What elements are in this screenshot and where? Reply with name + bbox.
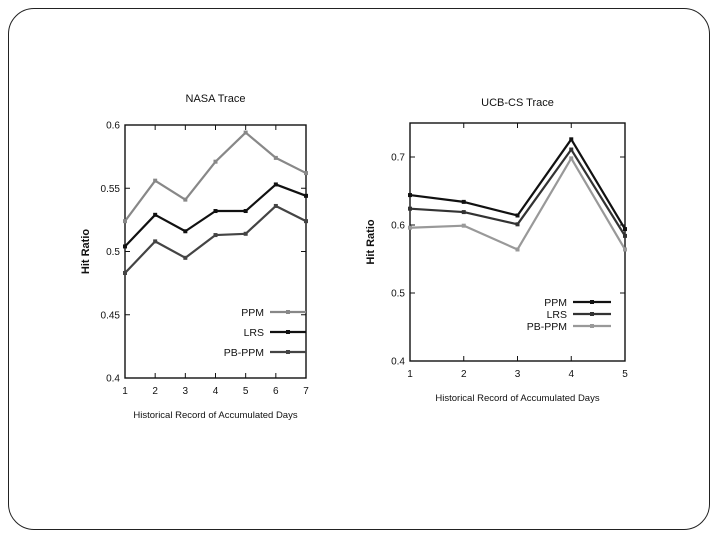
x-tick-label: 5 — [243, 386, 249, 397]
legend-marker — [590, 324, 594, 328]
nasa-trace-chart: NASA Trace 0.4 0.45 0.5 0.55 0.6 1 2 3 4 5 6 7 Histor… — [80, 93, 309, 421]
data-point-ppm — [515, 213, 520, 218]
x-tick-label: 2 — [152, 386, 158, 397]
data-point-pb-ppm — [153, 239, 158, 244]
data-point-ppm — [408, 193, 412, 198]
legend-label: PB-PPM — [224, 347, 264, 359]
data-point-lrs — [515, 222, 520, 227]
data-point-ppm — [213, 159, 218, 164]
data-point-pb-ppm — [623, 247, 627, 252]
y-tick-label: 0.55 — [101, 184, 121, 195]
legend-label: PPM — [241, 307, 264, 319]
y-tick-label: 0.45 — [101, 310, 121, 321]
chart-title: UCB-CS Trace — [481, 97, 554, 109]
data-point-pb-ppm — [273, 203, 278, 208]
y-axis-label: Hit Ratio — [80, 229, 92, 275]
y-tick-label: 0.6 — [106, 121, 120, 132]
legend-marker — [590, 300, 594, 304]
legend-marker — [286, 310, 290, 314]
data-point-ppm — [123, 219, 127, 224]
y-tick-label: 0.5 — [391, 289, 405, 300]
data-point-lrs — [304, 193, 308, 198]
data-point-pb-ppm — [183, 255, 188, 260]
x-tick-label: 4 — [213, 386, 219, 397]
data-point-ppm — [243, 130, 248, 135]
slide-frame — [8, 8, 710, 530]
legend-marker — [286, 330, 290, 334]
data-point-lrs — [569, 147, 574, 152]
y-tick-label: 0.6 — [391, 221, 405, 232]
series-line-lrs — [124, 183, 307, 248]
data-point-pb-ppm — [304, 219, 308, 224]
data-point-lrs — [408, 206, 412, 211]
data-point-pb-ppm — [461, 223, 466, 228]
ucb-cs-trace-chart: UCB-CS Trace 0.4 0.5 0.6 0.7 1 2 3 4 5 Historical … — [365, 97, 628, 404]
data-point-ppm — [183, 197, 188, 202]
data-point-ppm — [623, 227, 627, 232]
x-tick-label: 3 — [515, 369, 521, 380]
data-point-pb-ppm — [408, 225, 412, 230]
data-point-lrs — [183, 229, 188, 234]
x-axis-label: Historical Record of Accumulated Days — [435, 393, 599, 404]
x-tick-label: 4 — [568, 369, 574, 380]
series-line-pb-ppm — [124, 204, 307, 274]
legend-marker — [286, 350, 290, 354]
x-tick-label: 6 — [273, 386, 279, 397]
data-point-ppm — [569, 137, 574, 142]
data-point-pb-ppm — [123, 271, 127, 276]
x-tick-label: 3 — [183, 386, 189, 397]
data-point-pb-ppm — [569, 156, 574, 161]
data-point-pb-ppm — [243, 231, 248, 236]
legend-label: LRS — [547, 309, 567, 321]
chart-title: NASA Trace — [186, 93, 246, 105]
data-point-ppm — [153, 178, 158, 183]
y-tick-label: 0.7 — [391, 153, 405, 164]
series-line-pb-ppm — [409, 157, 626, 251]
y-axis-label: Hit Ratio — [365, 219, 377, 265]
legend-marker — [590, 312, 594, 316]
x-tick-label: 1 — [407, 369, 413, 380]
data-point-ppm — [273, 155, 278, 160]
data-point-pb-ppm — [515, 247, 520, 252]
legend-label: PPM — [544, 297, 567, 309]
y-tick-label: 0.5 — [106, 247, 120, 258]
x-axis-label: Historical Record of Accumulated Days — [133, 410, 297, 421]
data-point-ppm — [304, 171, 308, 176]
data-point-lrs — [243, 209, 248, 214]
x-tick-label: 7 — [303, 386, 309, 397]
data-point-lrs — [623, 233, 627, 238]
data-point-lrs — [273, 182, 278, 187]
data-point-ppm — [461, 199, 466, 204]
legend-label: PB-PPM — [527, 321, 567, 333]
legend-label: LRS — [244, 327, 264, 339]
data-point-lrs — [153, 212, 158, 217]
x-tick-label: 5 — [622, 369, 628, 380]
x-tick-label: 1 — [122, 386, 128, 397]
y-tick-label: 0.4 — [391, 357, 405, 368]
x-tick-label: 2 — [461, 369, 467, 380]
data-point-lrs — [461, 210, 466, 215]
data-point-lrs — [123, 244, 127, 249]
data-point-lrs — [213, 209, 218, 214]
data-point-pb-ppm — [213, 233, 218, 238]
y-tick-label: 0.4 — [106, 374, 120, 385]
